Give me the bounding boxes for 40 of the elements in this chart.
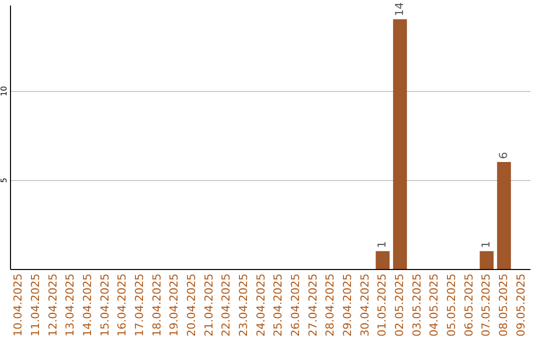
x-tick-label: 10.04.2025 bbox=[12, 274, 25, 336]
x-tick-label: 04.05.2025 bbox=[428, 274, 441, 336]
x-tick-label: 27.04.2025 bbox=[306, 274, 320, 336]
x-tick-label: 19.04.2025 bbox=[168, 274, 181, 336]
x-tick-label: 26.04.2025 bbox=[289, 274, 302, 336]
x-tick-label: 22.04.2025 bbox=[220, 274, 233, 336]
x-tick-label: 06.05.2025 bbox=[462, 274, 476, 336]
x-tick-label: 24.04.2025 bbox=[254, 274, 268, 336]
x-tick-label: 17.04.2025 bbox=[133, 274, 146, 336]
x-tick-label: 01.05.2025 bbox=[376, 274, 389, 336]
data-label: 6 bbox=[497, 152, 510, 159]
x-tick-label: 07.05.2025 bbox=[480, 274, 493, 336]
x-tick-label: 12.04.2025 bbox=[46, 274, 60, 336]
x-tick-label: 28.04.2025 bbox=[324, 274, 337, 336]
x-tick-label: 29.04.2025 bbox=[341, 274, 354, 336]
x-tick-label: 21.04.2025 bbox=[202, 274, 216, 336]
x-tick-label: 15.04.2025 bbox=[98, 274, 112, 336]
x-tick-label: 02.05.2025 bbox=[393, 274, 406, 336]
bar bbox=[393, 19, 407, 269]
x-tick-label: 13.04.2025 bbox=[64, 274, 77, 336]
data-label: 1 bbox=[376, 241, 389, 248]
x-tick-label: 14.04.2025 bbox=[81, 274, 94, 336]
data-label: 1 bbox=[480, 241, 493, 248]
x-tick-label: 25.04.2025 bbox=[272, 274, 285, 336]
x-tick-label: 30.04.2025 bbox=[358, 274, 372, 336]
x-tick-label: 05.05.2025 bbox=[445, 274, 458, 336]
x-tick-label: 09.05.2025 bbox=[514, 274, 528, 336]
x-tick-label: 11.04.2025 bbox=[29, 274, 42, 336]
x-tick-label: 03.05.2025 bbox=[410, 274, 424, 336]
x-tick-label: 20.04.2025 bbox=[185, 274, 198, 336]
y-tick-label: 5 bbox=[0, 178, 8, 183]
x-tick-label: 16.04.2025 bbox=[116, 274, 129, 336]
bar bbox=[376, 251, 390, 269]
data-label: 14 bbox=[393, 2, 406, 16]
x-tick-label: 08.05.2025 bbox=[497, 274, 510, 336]
bar bbox=[497, 162, 511, 269]
x-tick-label: 23.04.2025 bbox=[237, 274, 250, 336]
y-tick-label: 10 bbox=[0, 86, 8, 96]
x-tick-label: 18.04.2025 bbox=[150, 274, 164, 336]
bar bbox=[480, 251, 494, 269]
